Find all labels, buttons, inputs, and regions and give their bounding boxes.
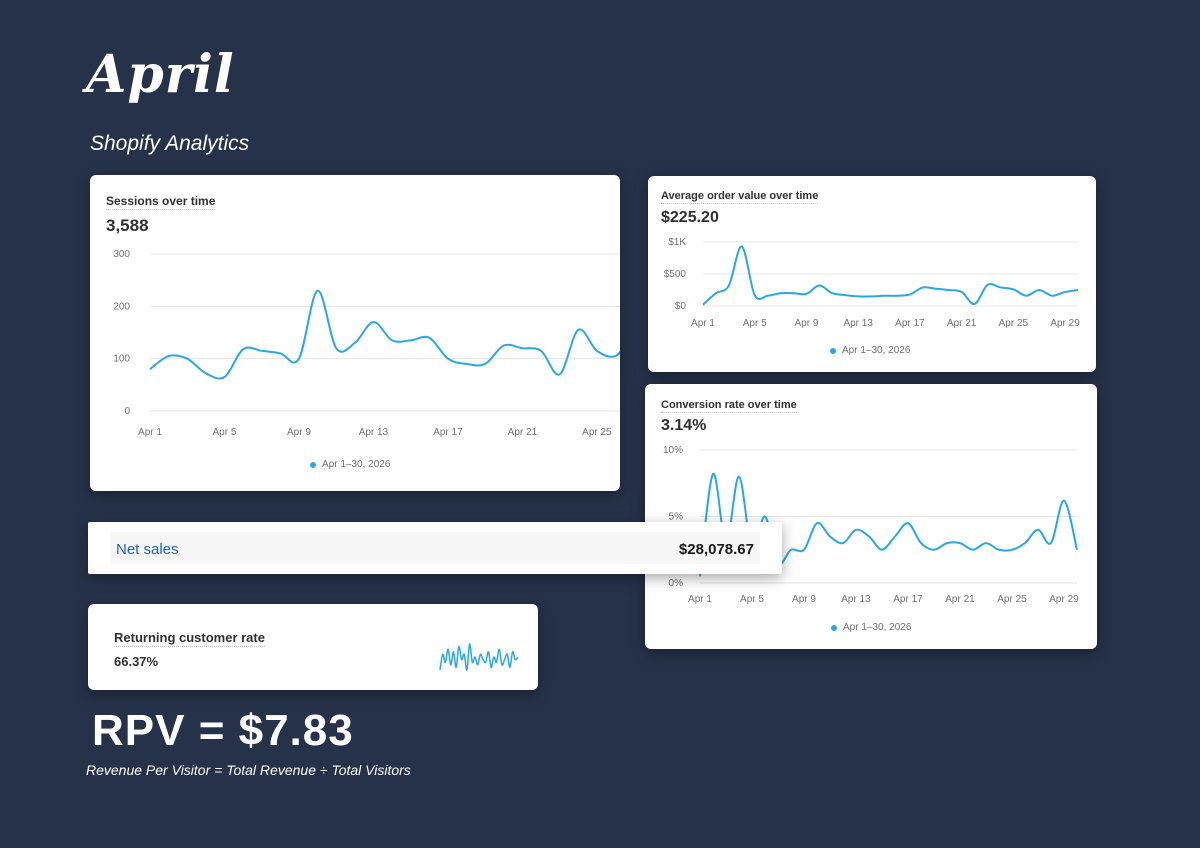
sessions-chart: 300 200 100 0 Apr 1 Apr 5 Apr 9 Apr 13 Apr 17 Apr… bbox=[113, 249, 620, 438]
y-tick-label: 0% bbox=[669, 578, 684, 589]
rpv-definition: Revenue Per Visitor = Total Revenue ÷ To… bbox=[86, 762, 411, 778]
series-line bbox=[702, 245, 1079, 306]
x-tick-label: Apr 13 bbox=[843, 318, 873, 329]
x-tick-label: Apr 1 bbox=[138, 427, 162, 438]
x-tick-label: Apr 25 bbox=[999, 318, 1029, 329]
x-tick-label: Apr 9 bbox=[792, 594, 816, 605]
y-tick-label: $0 bbox=[675, 301, 687, 312]
conversion-value: 3.14% bbox=[661, 417, 707, 434]
x-tick-label: Apr 25 bbox=[997, 594, 1027, 605]
aov-chart: $1K $500 $0 Apr 1 Apr 5 Apr 9 Apr 13 Apr 17 Apr … bbox=[664, 237, 1080, 329]
x-tick-label: Apr 29 bbox=[1049, 594, 1079, 605]
net-sales-value: $28,078.67 bbox=[678, 541, 754, 558]
conversion-legend-label: Apr 1–30, 2026 bbox=[843, 622, 912, 633]
conversion-title: Conversion rate over time bbox=[661, 399, 797, 413]
x-tick-label: Apr 9 bbox=[287, 427, 311, 438]
sessions-title: Sessions over time bbox=[106, 194, 216, 210]
legend-dot-icon bbox=[831, 624, 837, 631]
returning-value: 66.37% bbox=[114, 654, 159, 669]
y-tick-label: 5% bbox=[669, 512, 684, 523]
x-tick-label: Apr 13 bbox=[841, 594, 871, 605]
conversion-legend: Apr 1–30, 2026 bbox=[831, 622, 911, 633]
net-sales-card: Net sales $28,078.67 bbox=[88, 522, 782, 574]
x-tick-label: Apr 5 bbox=[743, 318, 767, 329]
x-tick-label: Apr 21 bbox=[947, 318, 977, 329]
returning-title: Returning customer rate bbox=[114, 630, 265, 647]
page-subtitle: Shopify Analytics bbox=[90, 132, 250, 155]
x-tick-label: Apr 5 bbox=[213, 427, 237, 438]
rpv-headline: RPV = $7.83 bbox=[92, 706, 354, 755]
x-tick-label: Apr 5 bbox=[740, 594, 764, 605]
aov-legend-label: Apr 1–30, 2026 bbox=[842, 345, 911, 356]
y-tick-label: 10% bbox=[663, 445, 683, 456]
aov-card: Average order value over time $225.20 $1… bbox=[648, 176, 1096, 372]
conversion-chart: 10% 5% 0% Apr 1 Apr 5 Apr 9 Apr 13 Apr 17 Apr 21… bbox=[663, 445, 1079, 605]
y-tick-label: 100 bbox=[113, 354, 130, 365]
legend-dot-icon bbox=[830, 347, 836, 354]
sessions-legend: Apr 1–30, 2026 bbox=[310, 459, 390, 470]
aov-legend: Apr 1–30, 2026 bbox=[830, 345, 910, 356]
x-tick-label: Apr 17 bbox=[433, 427, 463, 438]
sparkline-line bbox=[439, 643, 519, 671]
y-tick-label: $1K bbox=[668, 237, 686, 248]
sessions-legend-label: Apr 1–30, 2026 bbox=[322, 459, 391, 470]
x-tick-label: Apr 21 bbox=[508, 427, 538, 438]
net-sales-row[interactable]: Net sales $28,078.67 bbox=[110, 532, 760, 564]
x-tick-label: Apr 17 bbox=[893, 594, 923, 605]
x-tick-label: Apr 17 bbox=[895, 318, 925, 329]
x-tick-label: Apr 29 bbox=[1050, 318, 1080, 329]
y-tick-label: 0 bbox=[124, 406, 130, 417]
series-line bbox=[149, 289, 620, 380]
page-title: April bbox=[86, 44, 235, 105]
returning-card: Returning customer rate 66.37% bbox=[88, 604, 538, 690]
sessions-value: 3,588 bbox=[106, 216, 149, 235]
x-tick-label: Apr 1 bbox=[688, 594, 712, 605]
x-tick-label: Apr 13 bbox=[359, 427, 389, 438]
returning-sparkline bbox=[439, 643, 519, 671]
x-tick-label: Apr 25 bbox=[582, 427, 612, 438]
sessions-card: Sessions over time 3,588 300 200 100 0 Apr 1… bbox=[90, 175, 620, 491]
x-tick-label: Apr 21 bbox=[945, 594, 975, 605]
y-tick-label: 200 bbox=[113, 301, 130, 312]
conversion-card: Conversion rate over time 3.14% 10% 5% 0% A… bbox=[645, 384, 1097, 649]
y-tick-label: $500 bbox=[664, 269, 687, 280]
y-tick-label: 300 bbox=[113, 249, 130, 260]
aov-value: $225.20 bbox=[661, 209, 719, 226]
legend-dot-icon bbox=[310, 461, 316, 468]
aov-title: Average order value over time bbox=[661, 190, 819, 204]
x-tick-label: Apr 1 bbox=[691, 318, 715, 329]
net-sales-label[interactable]: Net sales bbox=[116, 541, 179, 558]
x-tick-label: Apr 9 bbox=[794, 318, 818, 329]
